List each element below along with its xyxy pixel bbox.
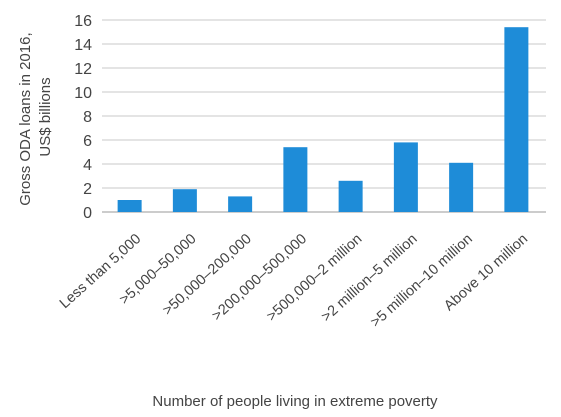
x-tick-label: >5 million–10 million [368,231,476,331]
bar [172,189,197,212]
y-tick-label: 8 [83,109,92,126]
bar [283,147,308,212]
y-tick-label: 12 [74,61,92,78]
y-tick-label: 10 [74,85,92,102]
grid-lines [102,19,546,213]
x-tick-label: >2 million–5 million [319,231,421,325]
bar [228,196,253,212]
bar [393,142,418,212]
y-axis-title-line-1: Gross ODA loans in 2016, [17,32,34,205]
x-axis-ticks: Less than 5,000>5,000–50,000>50,000–200,… [57,231,531,331]
x-axis-title: Number of people living in extreme pover… [152,393,438,410]
bar [338,180,363,212]
x-tick-label: >200,000–500,000 [209,231,310,324]
bar [117,200,142,212]
y-axis-ticks: 0 2 4 6 8 10 12 14 16 [74,13,92,222]
y-axis-title: Gross ODA loans in 2016, US$ billions [17,28,54,206]
bar [449,162,474,212]
x-tick-label: >500,000–2 million [264,231,365,325]
y-tick-label: 6 [83,133,92,150]
y-tick-label: 16 [74,13,92,30]
y-tick-label: 0 [83,205,92,222]
bars [117,27,529,213]
y-tick-label: 2 [83,181,92,198]
bar [504,27,529,213]
y-tick-label: 4 [83,157,92,174]
y-axis-title-line-2: US$ billions [37,77,54,156]
y-tick-label: 14 [74,37,92,54]
